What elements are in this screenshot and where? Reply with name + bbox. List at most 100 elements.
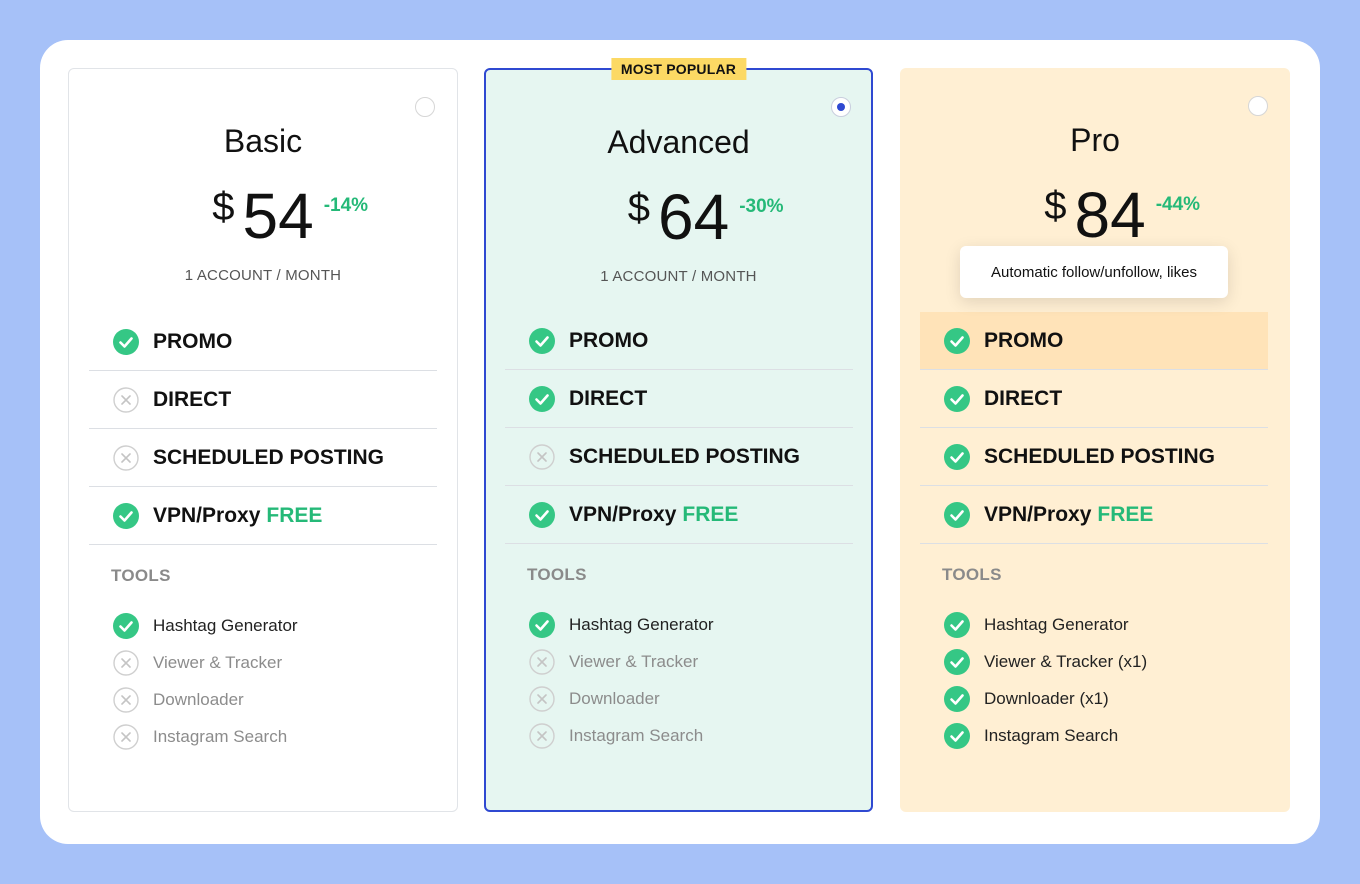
cross-icon <box>113 650 139 676</box>
tool-item: Downloader (x1) <box>944 680 1147 717</box>
check-icon <box>944 386 970 412</box>
check-icon <box>944 649 970 675</box>
tool-item: Downloader <box>113 681 298 718</box>
discount-label: -14% <box>323 195 369 216</box>
cross-icon <box>113 387 139 413</box>
feature-row: SCHEDULED POSTING <box>505 428 853 486</box>
pricing-panel: Basic $54 -14% 1 ACCOUNT / MONTH PROMO D… <box>40 40 1320 844</box>
price-amount: 64 <box>658 181 730 253</box>
check-icon <box>944 723 970 749</box>
tool-item: Downloader <box>529 680 714 717</box>
most-popular-badge: MOST POPULAR <box>610 58 747 80</box>
tool-item: Viewer & Tracker <box>529 643 714 680</box>
feature-label: VPN/Proxy <box>153 503 261 527</box>
tool-label: Hashtag Generator <box>153 615 298 635</box>
feature-label: DIRECT <box>984 386 1063 410</box>
feature-label: SCHEDULED POSTING <box>984 444 1216 468</box>
feature-list: PROMO DIRECT SCHEDULED POSTING VPN/Proxy… <box>89 313 437 545</box>
feature-label: PROMO <box>984 328 1064 352</box>
feature-list: PROMO DIRECT SCHEDULED POSTING VPN/Proxy… <box>920 312 1268 544</box>
feature-row: VPN/Proxy FREE <box>89 487 437 545</box>
price-amount: 54 <box>242 180 314 252</box>
check-icon <box>529 502 555 528</box>
billing-period: 1 ACCOUNT / MONTH <box>184 267 342 284</box>
tool-label: Hashtag Generator <box>984 614 1129 634</box>
check-icon <box>944 444 970 470</box>
feature-row: PROMO <box>89 313 437 371</box>
cross-icon <box>529 649 555 675</box>
plan-radio-basic[interactable] <box>415 97 435 117</box>
tool-label: Hashtag Generator <box>569 614 714 634</box>
feature-row: PROMO <box>505 312 853 370</box>
tool-label: Downloader (x1) <box>984 688 1109 708</box>
feature-row: DIRECT <box>920 370 1268 428</box>
tool-item: Hashtag Generator <box>113 607 298 644</box>
tool-item: Instagram Search <box>113 718 298 755</box>
tool-item: Hashtag Generator <box>529 606 714 643</box>
cross-icon <box>113 724 139 750</box>
tool-label: Instagram Search <box>984 725 1119 745</box>
check-icon <box>529 386 555 412</box>
price-row: $84 -44% <box>900 180 1290 250</box>
feature-row-highlighted[interactable]: PROMO <box>920 312 1268 370</box>
cross-icon <box>529 686 555 712</box>
price-row: $64 -30% <box>486 182 871 252</box>
price-amount: 84 <box>1074 179 1146 251</box>
tool-label: Viewer & Tracker <box>153 652 283 672</box>
billing-period: 1 ACCOUNT / MONTH <box>600 268 757 285</box>
check-icon <box>113 613 139 639</box>
plan-card-basic[interactable]: Basic $54 -14% 1 ACCOUNT / MONTH PROMO D… <box>68 68 458 812</box>
feature-label: VPN/Proxy <box>569 502 677 526</box>
tool-label: Viewer & Tracker (x1) <box>984 651 1148 671</box>
feature-label: PROMO <box>569 328 649 352</box>
tools-list: Hashtag Generator Viewer & Tracker Downl… <box>113 607 298 755</box>
plan-name: Advanced <box>607 124 750 160</box>
tool-item: Viewer & Tracker <box>113 644 298 681</box>
tools-list: Hashtag Generator Viewer & Tracker (x1) … <box>944 606 1147 754</box>
plan-card-advanced[interactable]: MOST POPULAR Advanced $64 -30% 1 ACCOUNT… <box>484 58 873 812</box>
currency-symbol: $ <box>627 186 651 230</box>
feature-label: PROMO <box>153 329 233 353</box>
feature-tooltip: Automatic follow/unfollow, likes <box>960 246 1228 298</box>
cross-icon <box>113 445 139 471</box>
tools-title: TOOLS <box>111 566 171 585</box>
discount-label: -44% <box>1155 194 1201 215</box>
price-row: $54 -14% <box>69 181 457 251</box>
tool-item: Hashtag Generator <box>944 606 1147 643</box>
check-icon <box>944 328 970 354</box>
free-label: FREE <box>682 502 739 526</box>
tools-list: Hashtag Generator Viewer & Tracker Downl… <box>529 606 714 754</box>
cross-icon <box>113 687 139 713</box>
check-icon <box>944 686 970 712</box>
tool-label: Instagram Search <box>569 725 704 745</box>
plan-name: Basic <box>223 123 303 159</box>
tool-item: Instagram Search <box>529 717 714 754</box>
plan-name: Pro <box>1070 122 1120 158</box>
feature-label: DIRECT <box>569 386 648 410</box>
tool-item: Instagram Search <box>944 717 1147 754</box>
feature-row: DIRECT <box>505 370 853 428</box>
feature-row: SCHEDULED POSTING <box>89 429 437 487</box>
feature-list: PROMO DIRECT SCHEDULED POSTING VPN/Proxy… <box>505 312 853 544</box>
check-icon <box>113 329 139 355</box>
plan-radio-pro[interactable] <box>1248 96 1268 116</box>
plan-card-pro[interactable]: Pro $84 -44% PROMO DIRECT SCHEDULED POST… <box>900 68 1290 812</box>
plan-radio-advanced[interactable] <box>831 97 851 117</box>
tool-label: Downloader <box>153 689 244 709</box>
feature-label: SCHEDULED POSTING <box>153 445 385 469</box>
feature-label: DIRECT <box>153 387 232 411</box>
feature-row: DIRECT <box>89 371 437 429</box>
feature-row: VPN/Proxy FREE <box>920 486 1268 544</box>
feature-row: SCHEDULED POSTING <box>920 428 1268 486</box>
tool-label: Instagram Search <box>153 726 288 746</box>
cross-icon <box>529 444 555 470</box>
check-icon <box>113 503 139 529</box>
feature-row: VPN/Proxy FREE <box>505 486 853 544</box>
free-label: FREE <box>266 503 323 527</box>
feature-label: SCHEDULED POSTING <box>569 444 801 468</box>
tools-title: TOOLS <box>942 565 1002 584</box>
free-label: FREE <box>1097 502 1154 526</box>
tool-label: Viewer & Tracker <box>569 651 699 671</box>
feature-label: VPN/Proxy <box>984 502 1092 526</box>
discount-label: -30% <box>739 196 784 217</box>
